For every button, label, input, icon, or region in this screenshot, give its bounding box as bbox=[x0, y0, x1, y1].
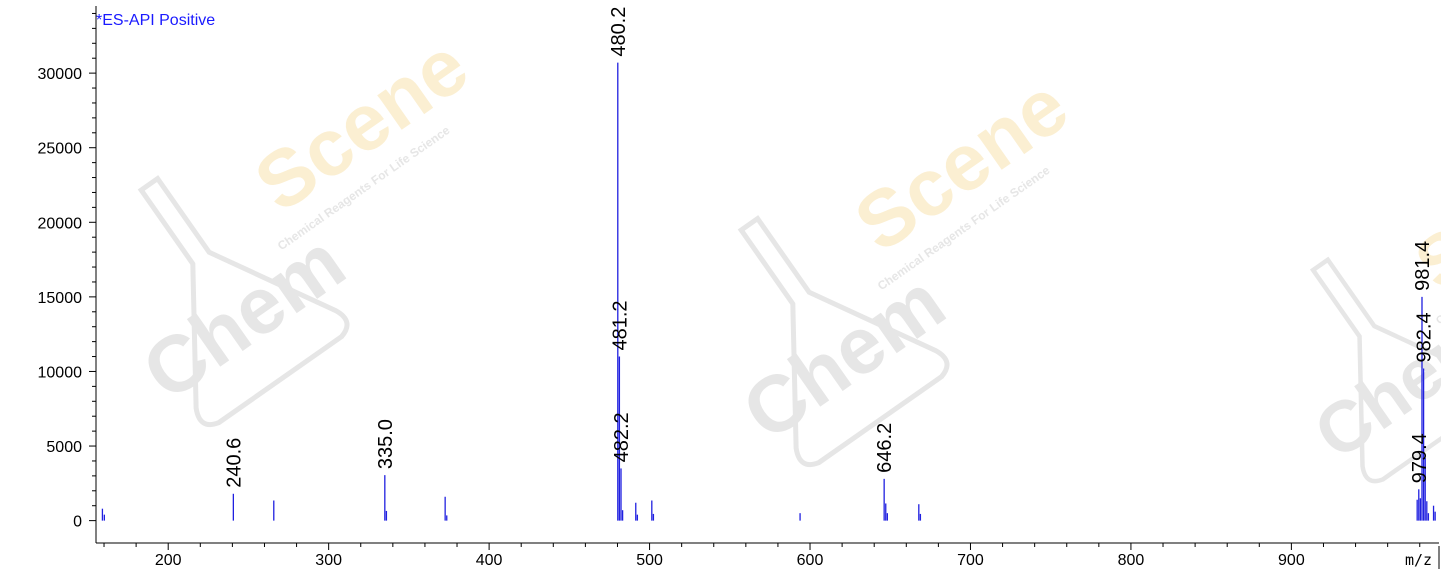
x-tick-label: 900 bbox=[1278, 552, 1305, 569]
x-tick-label: 200 bbox=[155, 552, 182, 569]
peak-labels-group: 240.6 335.0 480.2 481.2 482.2 646.2 979.4 981.4… bbox=[223, 7, 1435, 488]
peak-label: 335.0 bbox=[375, 419, 397, 469]
flask-icon bbox=[737, 215, 950, 468]
peak-label: 240.6 bbox=[223, 438, 245, 488]
chart-title: *ES-API Positive bbox=[96, 12, 215, 29]
peaks-group bbox=[101, 62, 1436, 521]
x-tick-label: 800 bbox=[1118, 552, 1145, 569]
y-tick-label: 5000 bbox=[46, 439, 82, 456]
peak-label: 480.2 bbox=[608, 7, 630, 57]
x-axis-unit: m/z bbox=[1405, 551, 1432, 569]
y-tick-label: 30000 bbox=[38, 66, 83, 83]
peak-label: 481.2 bbox=[609, 300, 631, 350]
flask-icon bbox=[137, 175, 350, 428]
y-tick-label: 10000 bbox=[38, 364, 83, 381]
x-tick-label: 300 bbox=[315, 552, 342, 569]
peak-label: 646.2 bbox=[874, 423, 896, 473]
y-tick-label: 25000 bbox=[38, 141, 83, 158]
peak-label: 482.2 bbox=[611, 412, 633, 462]
watermark-word-left: Chem bbox=[727, 257, 960, 457]
watermark-word-left: Chem bbox=[127, 217, 360, 417]
x-tick-label: 500 bbox=[636, 552, 663, 569]
flask-icon bbox=[1309, 256, 1441, 484]
y-tick-label: 0 bbox=[73, 514, 82, 531]
y-tick-label: 20000 bbox=[38, 215, 83, 232]
x-tick-label: 700 bbox=[957, 552, 984, 569]
peak-label: 982.4 bbox=[1414, 312, 1436, 362]
x-tick-label: 400 bbox=[476, 552, 503, 569]
x-tick-label: 600 bbox=[797, 552, 824, 569]
peak-label: 979.4 bbox=[1409, 433, 1431, 483]
y-tick-label: 15000 bbox=[38, 290, 83, 307]
peak-label: 981.4 bbox=[1412, 241, 1434, 291]
chart-axes: 0 5000 10000 15000 20000 25000 30000 200 300 400 5… bbox=[38, 6, 1440, 569]
